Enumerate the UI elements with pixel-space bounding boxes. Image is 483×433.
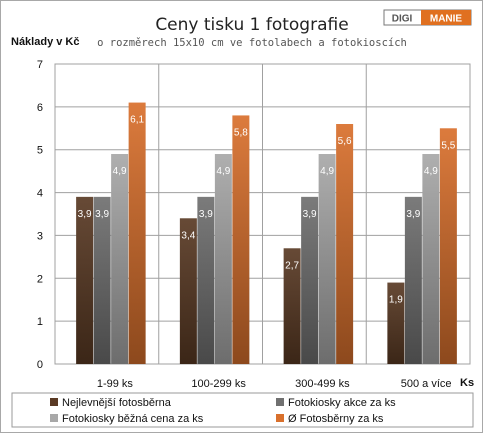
category-label: 100-299 ks <box>191 378 246 390</box>
legend-swatch <box>276 398 284 406</box>
y-tick-labels: 0 1 2 3 4 5 6 7 <box>37 59 43 371</box>
category-label: 300-499 ks <box>295 378 350 390</box>
bar <box>76 196 94 364</box>
bar <box>283 248 301 364</box>
legend-swatch <box>50 414 58 422</box>
bar <box>232 115 250 364</box>
legend-entry: Fotokiosky akce za ks <box>288 397 396 409</box>
logo-left-text: DIGI <box>392 14 413 25</box>
y-tick-label: 7 <box>37 59 43 71</box>
bar <box>93 196 111 364</box>
bar <box>214 154 232 364</box>
y-tick-label: 1 <box>37 316 43 328</box>
data-label: 3,9 <box>78 209 92 220</box>
y-tick-label: 5 <box>37 145 43 157</box>
data-label: 4,9 <box>113 166 127 177</box>
bar <box>318 154 336 364</box>
x-axis-label: Ks <box>460 377 474 389</box>
data-labels: 3,9 3,94,96,13,43,94,95,82,73,94,95,61,93… <box>78 115 456 306</box>
bar <box>197 196 215 364</box>
data-label: 3,9 <box>406 209 420 220</box>
data-label: 3,9 <box>303 209 317 220</box>
bar <box>422 154 440 364</box>
data-label: 3,9 <box>95 209 109 220</box>
legend: Nejlevnější fotosběrna Fotokiosky akce za… <box>11 392 474 428</box>
logo-right-text: MANIE <box>430 14 463 25</box>
y-tick-label: 0 <box>37 359 43 371</box>
legend-entry: Ø Fotosběrny za ks <box>288 413 384 425</box>
bar <box>128 102 146 365</box>
digimanie-logo: DIGI MANIE <box>383 9 472 26</box>
data-label: 6,1 <box>130 115 144 126</box>
data-label: 3,4 <box>181 230 195 241</box>
data-label: 5,8 <box>234 127 248 138</box>
bar <box>336 124 354 364</box>
bar <box>179 218 197 364</box>
legend-entry: Fotokiosky běžná cena za ks <box>62 413 204 425</box>
legend-swatch <box>50 398 58 406</box>
data-label: 2,7 <box>285 260 299 271</box>
data-label: 5,6 <box>338 136 352 147</box>
data-label: 4,9 <box>424 166 438 177</box>
data-label: 4,9 <box>216 166 230 177</box>
category-label: 500 a více <box>401 378 452 390</box>
bar <box>387 282 405 364</box>
data-label: 3,9 <box>199 209 213 220</box>
chart-title: Ceny tisku 1 fotografie <box>155 15 348 35</box>
category-label: 1-99 ks <box>97 378 134 390</box>
legend-swatch <box>276 414 284 422</box>
y-axis-label: Náklady v Kč <box>11 36 79 48</box>
data-label: 4,9 <box>320 166 334 177</box>
y-tick-label: 2 <box>37 273 43 285</box>
y-tick-label: 4 <box>37 188 43 200</box>
bar <box>439 128 457 364</box>
data-label: 1,9 <box>389 295 403 306</box>
chart-subtitle: o rozměrech 15x10 cm ve fotolabech a fot… <box>97 37 407 49</box>
category-labels: 1-99 ks 100-299 ks 300-499 ks 500 a více <box>97 378 452 390</box>
legend-entry: Nejlevnější fotosběrna <box>62 397 172 409</box>
y-tick-label: 3 <box>37 230 43 242</box>
bar <box>301 196 319 364</box>
logo-accent <box>421 10 471 25</box>
y-tick-label: 6 <box>37 102 43 114</box>
bar <box>404 196 422 364</box>
bar <box>111 154 129 364</box>
data-label: 5,5 <box>441 140 455 151</box>
bars <box>76 102 457 365</box>
